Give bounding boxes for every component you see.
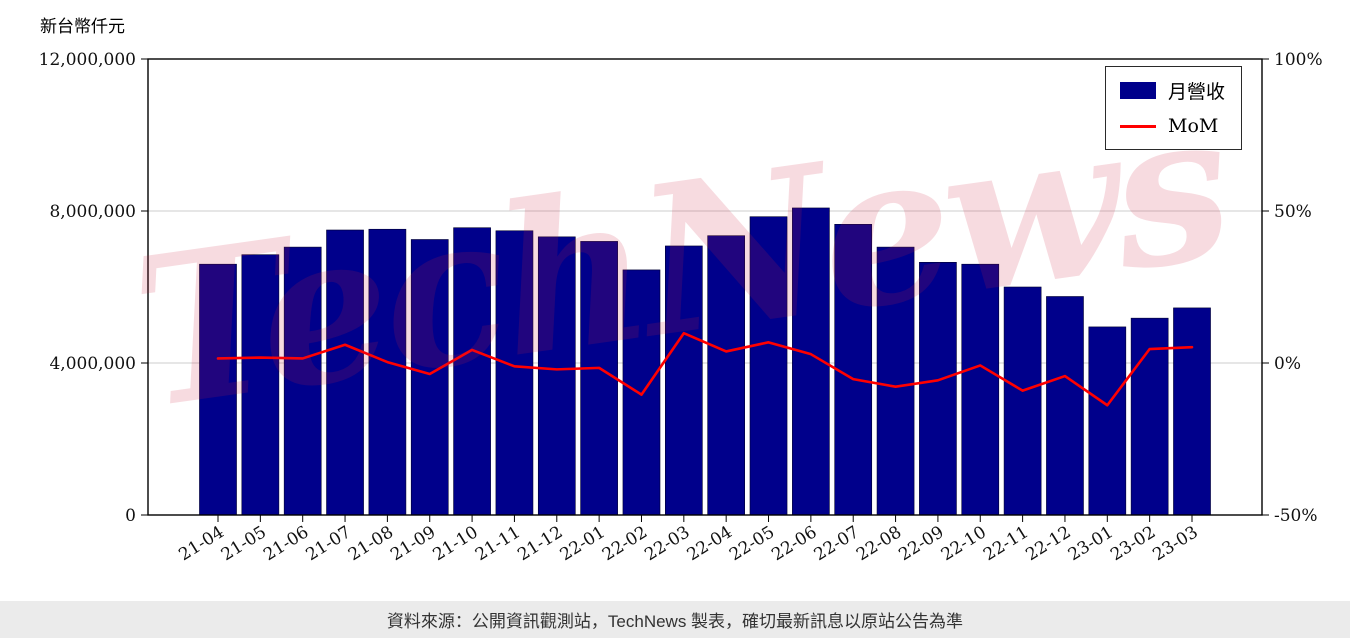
x-tick-label: 21-12 [514,522,566,565]
x-tick-label: 22-04 [684,522,736,565]
x-tick-label: 22-08 [853,522,905,565]
revenue-bar [453,227,491,516]
left-tick-label: 0 [125,506,136,526]
x-tick-label: 22-02 [599,522,651,565]
left-tick-label: 8,000,000 [49,202,136,222]
right-tick-label: -50% [1274,506,1318,526]
revenue-bar [1088,326,1127,516]
revenue-mom-chart: 0 4,000,000 8,000,000 12,000,000 -50% 0% 50% 10… [39,50,1323,565]
x-tick-label: 22-09 [895,522,947,565]
x-tick-label: 23-03 [1149,522,1201,565]
legend-item-mom: MoM [1120,115,1225,137]
x-tick-label: 21-11 [472,522,524,565]
x-tick-label: 21-04 [175,522,227,565]
revenue-bar [199,263,237,516]
x-tick-label: 21-10 [430,522,482,565]
revenue-bar [537,236,576,516]
x-tick-label: 22-05 [726,522,778,565]
chart-legend: 月營收 MoM [1105,66,1243,150]
x-tick-label: 22-01 [557,522,609,565]
revenue-bar [749,216,788,516]
y-axis-unit-label: 新台幣仟元 [40,17,125,37]
x-tick-label: 21-09 [387,522,439,565]
x-tick-label: 22-10 [938,522,990,565]
revenue-bar [1046,296,1084,516]
legend-line-swatch-icon [1120,124,1156,128]
legend-bar-swatch-icon [1120,82,1156,99]
revenue-bar [495,230,534,516]
revenue-bar [326,229,364,516]
revenue-bar [919,261,957,516]
revenue-bar [410,239,449,516]
x-tick-label: 22-12 [1022,522,1074,565]
revenue-bar [1173,307,1211,516]
x-tick-label: 21-05 [218,522,270,565]
revenue-bar [707,235,746,516]
plot-border [147,58,1263,516]
x-tick-label: 21-08 [345,522,397,565]
revenue-bar [664,245,703,516]
left-tick-label: 12,000,000 [39,50,136,70]
right-tick-label: 50% [1274,202,1312,222]
x-tick-label: 23-01 [1065,522,1117,565]
x-tick-label: 22-11 [980,522,1032,565]
mom-line [216,331,1194,407]
right-tick-label: 0% [1274,354,1301,374]
x-tick-label: 21-06 [260,522,312,565]
x-tick-label: 22-03 [641,522,693,565]
revenue-bar [580,241,618,516]
left-tick-label: 4,000,000 [49,354,136,374]
source-footer-text: 資料來源：公開資訊觀測站，TechNews 製表，確切最新訊息以原站公告為準 [386,612,964,631]
x-tick-label: 23-02 [1107,522,1159,565]
x-tick-label: 21-07 [303,522,355,565]
revenue-bar [241,254,280,516]
revenue-bar [283,246,322,516]
revenue-bar [961,263,1000,516]
source-footer: 資料來源：公開資訊觀測站，TechNews 製表，確切最新訊息以原站公告為準 [0,601,1350,638]
revenue-bar [1003,286,1042,516]
legend-revenue-label: 月營收 [1168,81,1226,103]
revenue-bar [834,224,873,516]
right-tick-label: 100% [1274,50,1323,70]
revenue-bar [876,246,915,516]
revenue-bar [368,228,407,516]
legend-mom-label: MoM [1168,115,1219,137]
x-tick-label: 22-07 [811,522,863,565]
x-tick-label: 22-06 [768,522,820,565]
legend-item-revenue: 月營收 [1120,77,1225,104]
